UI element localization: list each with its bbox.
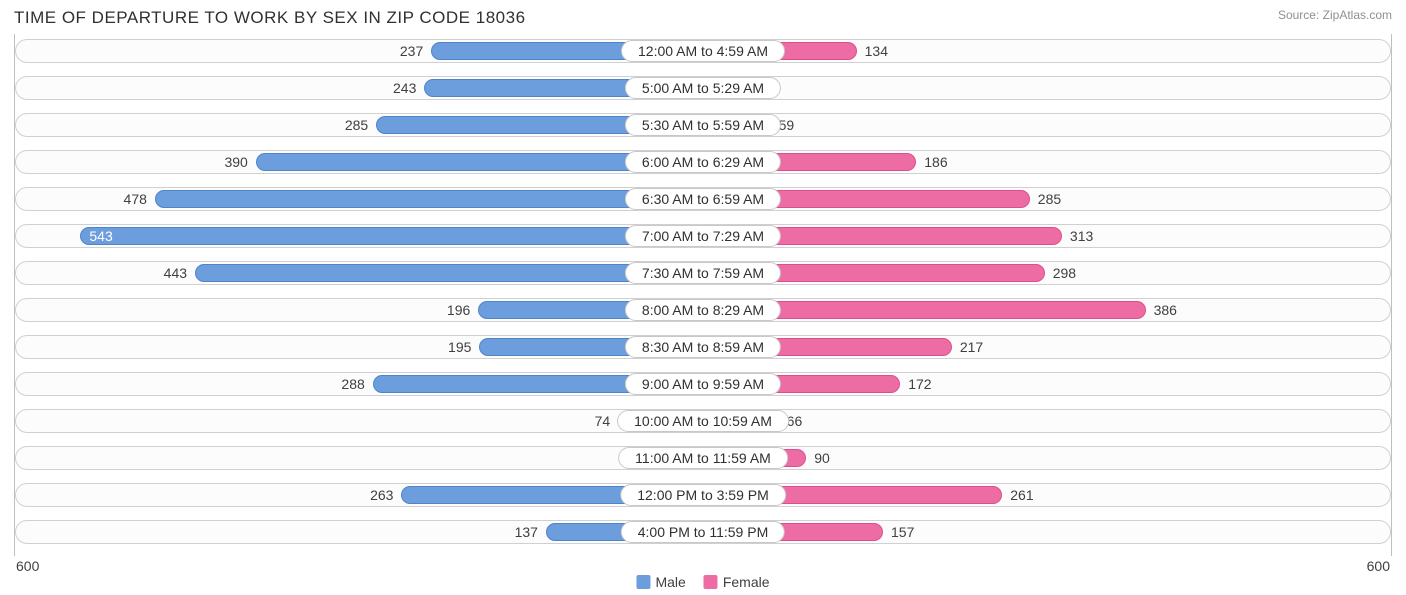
time-range-label: 4:00 PM to 11:59 PM [621, 521, 785, 543]
female-half: 157 [703, 515, 1391, 549]
chart-row: 285 595:30 AM to 5:59 AM [15, 108, 1391, 142]
female-half: 134 [703, 34, 1391, 68]
axis-max-right: 600 [1367, 558, 1390, 574]
female-half: 37 [703, 71, 1391, 105]
female-half: 298 [703, 256, 1391, 290]
time-range-label: 6:30 AM to 6:59 AM [625, 188, 781, 210]
female-half: 59 [703, 108, 1391, 142]
female-value: 285 [1038, 191, 1061, 207]
female-half: 66 [703, 404, 1391, 438]
chart-row: 196 386 8:00 AM to 8:29 AM [15, 293, 1391, 327]
time-range-label: 10:00 AM to 10:59 AM [617, 410, 789, 432]
male-value: 443 [164, 265, 187, 281]
male-value: 195 [448, 339, 471, 355]
chart-row: 74 6610:00 AM to 10:59 AM [15, 404, 1391, 438]
female-half: 172 [703, 367, 1391, 401]
male-half: 288 [15, 367, 703, 401]
female-value: 66 [787, 413, 803, 429]
male-value: 237 [400, 43, 423, 59]
male-half: 478 [15, 182, 703, 216]
time-range-label: 5:00 AM to 5:29 AM [625, 77, 781, 99]
female-half: 313 [703, 219, 1391, 253]
male-half: 263 [15, 478, 703, 512]
female-half: 186 [703, 145, 1391, 179]
chart-title: TIME OF DEPARTURE TO WORK BY SEX IN ZIP … [14, 8, 526, 28]
male-half: 195 [15, 330, 703, 364]
female-value: 90 [814, 450, 830, 466]
female-value: 217 [960, 339, 983, 355]
chart-row: 443 298 7:30 AM to 7:59 AM [15, 256, 1391, 290]
male-half: 41 [15, 441, 703, 475]
time-range-label: 8:30 AM to 8:59 AM [625, 336, 781, 358]
male-value: 137 [515, 524, 538, 540]
female-half: 217 [703, 330, 1391, 364]
male-value: 285 [345, 117, 368, 133]
chart-row: 243 375:00 AM to 5:29 AM [15, 71, 1391, 105]
chart-row: 41 90 11:00 AM to 11:59 AM [15, 441, 1391, 475]
male-half: 390 [15, 145, 703, 179]
time-range-label: 7:00 AM to 7:29 AM [625, 225, 781, 247]
legend-male: Male [636, 574, 685, 590]
male-value: 196 [447, 302, 470, 318]
axis-max-left: 600 [16, 558, 39, 574]
chart-row: 478 285 6:30 AM to 6:59 AM [15, 182, 1391, 216]
female-value: 186 [924, 154, 947, 170]
chart-row: 195 217 8:30 AM to 8:59 AM [15, 330, 1391, 364]
male-swatch [636, 575, 650, 589]
time-range-label: 12:00 AM to 4:59 AM [621, 40, 785, 62]
female-value: 386 [1154, 302, 1177, 318]
female-half: 90 [703, 441, 1391, 475]
female-swatch [704, 575, 718, 589]
time-range-label: 6:00 AM to 6:29 AM [625, 151, 781, 173]
female-half: 285 [703, 182, 1391, 216]
chart-row: 237 134 12:00 AM to 4:59 AM [15, 34, 1391, 68]
male-half: 443 [15, 256, 703, 290]
male-value: 478 [124, 191, 147, 207]
time-range-label: 9:00 AM to 9:59 AM [625, 373, 781, 395]
chart-row: 543 313 7:00 AM to 7:29 AM [15, 219, 1391, 253]
diverging-bar-chart: 237 134 12:00 AM to 4:59 AM 243 375:00 AM to… [14, 34, 1392, 556]
female-value: 298 [1053, 265, 1076, 281]
time-range-label: 12:00 PM to 3:59 PM [620, 484, 786, 506]
female-value: 261 [1010, 487, 1033, 503]
female-value: 59 [779, 117, 795, 133]
chart-row: 390 186 6:00 AM to 6:29 AM [15, 145, 1391, 179]
time-range-label: 8:00 AM to 8:29 AM [625, 299, 781, 321]
male-half: 543 [15, 219, 703, 253]
legend-male-label: Male [655, 574, 685, 590]
male-value: 263 [370, 487, 393, 503]
time-range-label: 5:30 AM to 5:59 AM [625, 114, 781, 136]
male-half: 237 [15, 34, 703, 68]
legend-female: Female [704, 574, 770, 590]
chart-source: Source: ZipAtlas.com [1278, 8, 1392, 22]
female-half: 261 [703, 478, 1391, 512]
female-value: 172 [908, 376, 931, 392]
male-value: 288 [341, 376, 364, 392]
legend: Male Female [636, 574, 769, 590]
female-value: 134 [865, 43, 888, 59]
male-bar [155, 190, 703, 208]
chart-row: 263 261 12:00 PM to 3:59 PM [15, 478, 1391, 512]
female-value: 157 [891, 524, 914, 540]
male-bar: 543 [80, 227, 703, 245]
time-range-label: 7:30 AM to 7:59 AM [625, 262, 781, 284]
male-half: 196 [15, 293, 703, 327]
chart-header: TIME OF DEPARTURE TO WORK BY SEX IN ZIP … [14, 8, 1392, 28]
time-range-label: 11:00 AM to 11:59 AM [618, 447, 788, 469]
male-half: 74 [15, 404, 703, 438]
male-value: 390 [224, 154, 247, 170]
chart-row: 288 172 9:00 AM to 9:59 AM [15, 367, 1391, 401]
male-value: 543 [89, 228, 112, 244]
male-half: 243 [15, 71, 703, 105]
male-value: 74 [595, 413, 611, 429]
chart-footer: 600 600 Male Female [14, 558, 1392, 580]
female-value: 313 [1070, 228, 1093, 244]
chart-row: 137 157 4:00 PM to 11:59 PM [15, 515, 1391, 549]
legend-female-label: Female [723, 574, 770, 590]
male-half: 285 [15, 108, 703, 142]
x-axis: 600 600 [14, 558, 1392, 574]
male-half: 137 [15, 515, 703, 549]
male-value: 243 [393, 80, 416, 96]
female-half: 386 [703, 293, 1391, 327]
